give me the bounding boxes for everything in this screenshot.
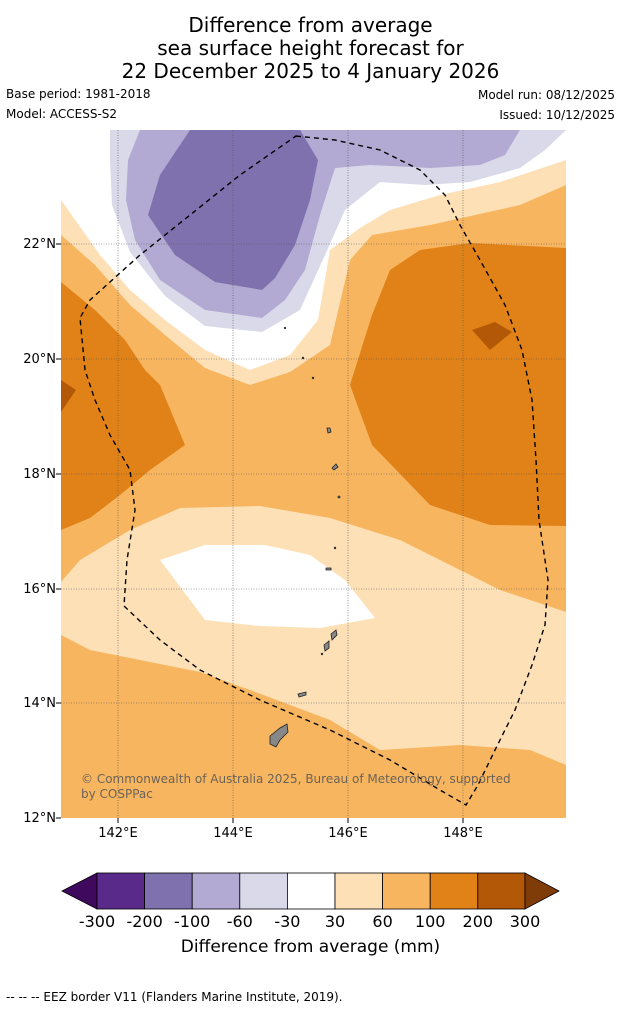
colorbar-title: Difference from average (mm): [180, 937, 441, 957]
contour-neutral-south: [160, 545, 375, 628]
lat-label-12: 12°N: [23, 811, 56, 826]
colorbar-tick-minus-30: -30: [274, 912, 301, 931]
islands: [269, 326, 341, 748]
island-asuncion: [311, 376, 315, 380]
model-name: Model: ACCESS-S2: [6, 107, 118, 121]
colorbar-tick-300: 300: [509, 912, 541, 931]
colorbar-bin-3: [191, 872, 241, 910]
contour-200-300-east: [472, 322, 512, 350]
lon-label-148: 148°E: [443, 826, 483, 841]
eez-border: [79, 135, 549, 806]
colorbar-bin-1: [96, 872, 145, 910]
island-aguijan: [320, 652, 324, 656]
chart-title: Difference from average sea surface heig…: [0, 14, 621, 83]
island-sarigan: [333, 546, 337, 550]
island-anatahan: [325, 567, 332, 571]
lon-label-144: 144°E: [213, 826, 253, 841]
colorbar-bin-4: [239, 872, 288, 910]
island-pagan: [331, 463, 339, 471]
contour-100-200-east: [350, 243, 566, 526]
colorbar-bin-8: [429, 872, 479, 910]
colorbar-bin-7: [382, 872, 431, 910]
island-maug: [301, 356, 305, 360]
lat-label-16: 16°N: [23, 582, 56, 597]
lat-label-14: 14°N: [23, 696, 56, 711]
base-period: Base period: 1981-2018: [6, 87, 151, 101]
island-saipan: [330, 629, 338, 641]
map-credit: © Commonwealth of Australia 2025, Bureau…: [81, 772, 511, 801]
colorbar-bin-6: [334, 872, 383, 910]
colorbar-extend-high: [524, 872, 560, 910]
lat-label-20: 20°N: [23, 352, 56, 367]
eez-legend-note: -- -- -- EEZ border V11 (Flanders Marine…: [6, 990, 343, 1004]
island-farallon: [283, 326, 287, 330]
island-alamagan: [337, 495, 341, 499]
island-guam: [269, 723, 289, 748]
contour-100-200-west: [61, 282, 185, 530]
gridlines: [61, 130, 566, 818]
island-tinian: [323, 640, 330, 652]
title-line-3: 22 December 2025 to 4 January 2026: [121, 59, 500, 83]
island-agrihan: [326, 427, 332, 434]
axis-ticks: [56, 243, 464, 823]
colorbar-extend-low: [61, 872, 98, 910]
colorbar-tick-100: 100: [414, 912, 446, 931]
colorbar-tick-minus-300: -300: [78, 912, 116, 931]
model-run: Model run: 08/12/2025: [477, 88, 615, 102]
colorbar: [61, 872, 560, 910]
issued-date: Issued: 10/12/2025: [499, 108, 615, 122]
colorbar-bin-2: [144, 872, 193, 910]
colorbar-tick-200: 200: [462, 912, 494, 931]
contour-200-300-west: [61, 380, 76, 412]
colorbar-tick-minus-200: -200: [126, 912, 163, 931]
lat-label-22: 22°N: [23, 237, 56, 252]
colorbar-bin-5: [286, 872, 336, 910]
colorbar-tick-30: 30: [324, 912, 346, 931]
colorbar-tick-60: 60: [372, 912, 393, 931]
island-rota: [297, 691, 307, 698]
colorbar-bin-9: [477, 872, 526, 910]
lon-label-146: 146°E: [328, 826, 368, 841]
lat-label-18: 18°N: [23, 467, 56, 482]
title-line-2: sea surface height forecast for: [157, 36, 464, 60]
colorbar-tick-minus-60: -60: [226, 912, 253, 931]
title-line-1: Difference from average: [188, 13, 433, 37]
colorbar-tick-minus-100: -100: [174, 912, 211, 931]
lon-label-142: 142°E: [98, 826, 138, 841]
